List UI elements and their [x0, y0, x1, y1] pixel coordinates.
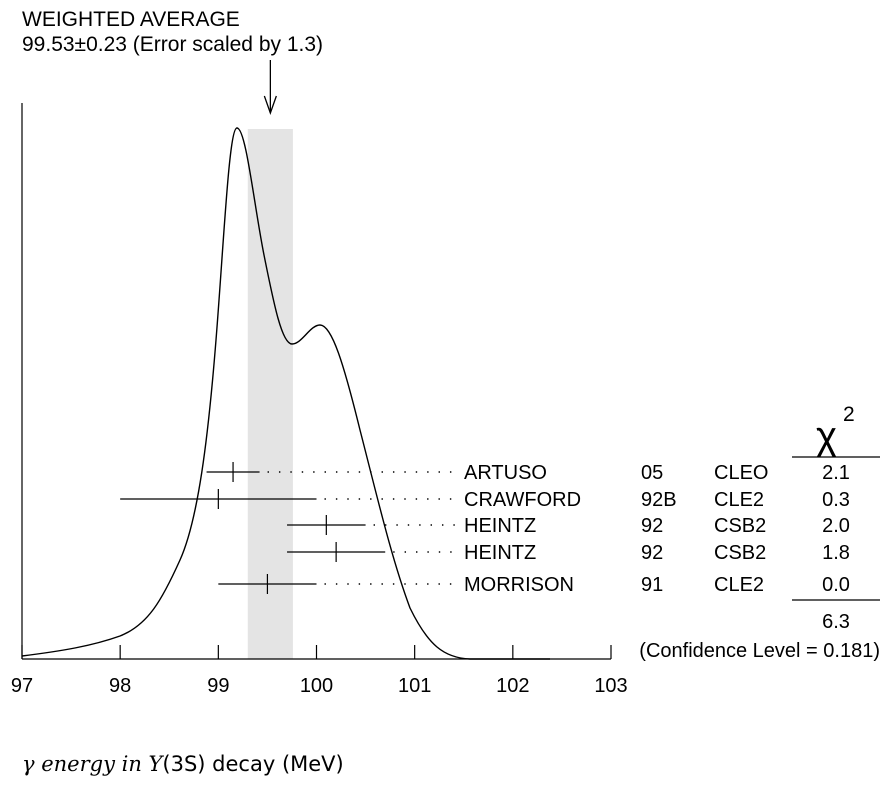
measurement-chi2: 2.0: [822, 515, 850, 537]
measurement-chi2: 0.3: [822, 489, 850, 511]
chart-title: WEIGHTED AVERAGE: [22, 8, 240, 31]
measurement-author: MORRISON: [464, 574, 574, 596]
measurement-chi2: 2.1: [822, 462, 850, 484]
measurement-year: 05: [641, 462, 663, 484]
measurement-experiment: CSB2: [714, 542, 766, 564]
x-tick-label: 102: [496, 675, 529, 697]
measurement-experiment: CLE2: [714, 489, 764, 511]
ideogram-curve: [21, 127, 550, 660]
x-axis-title-gamma: γ energy in: [22, 752, 149, 776]
confidence-level: (Confidence Level = 0.181): [639, 640, 880, 662]
measurement-author: HEINTZ: [464, 515, 536, 537]
measurement-author: CRAWFORD: [464, 489, 581, 511]
x-tick-label: 98: [109, 675, 131, 697]
measurement-author: HEINTZ: [464, 542, 536, 564]
weighted-average-band: [247, 129, 293, 659]
measurement-author: ARTUSO: [464, 462, 547, 484]
measurement-year: 92: [641, 542, 663, 564]
x-tick-label: 97: [11, 675, 33, 697]
measurement-experiment: CSB2: [714, 515, 766, 537]
measurement-chi2: 0.0: [822, 574, 850, 596]
measurement-row: CRAWFORD 92B CLE2 0.3: [120, 489, 850, 511]
x-axis-ticks: 97 98 99 100 101 102 103: [11, 645, 628, 697]
measurement-row: MORRISON 91 CLE2 0.0: [218, 574, 850, 596]
measurement-year: 92: [641, 515, 663, 537]
measurement-row: HEINTZ 92 CSB2 2.0: [287, 515, 850, 537]
measurement-year: 92B: [641, 489, 677, 511]
x-axis-title: γ energy in Υ(3S) decay (MeV): [22, 752, 344, 776]
measurement-year: 91: [641, 574, 663, 596]
chi2-header-superscript: 2: [843, 403, 855, 426]
measurement-row: HEINTZ 92 CSB2 1.8: [287, 542, 850, 564]
weighted-average-arrow: [263, 60, 277, 115]
x-tick-label: 103: [594, 675, 627, 697]
x-axis-title-rest: (3S) decay (MeV): [162, 752, 344, 776]
chart-subtitle: 99.53±0.23 (Error scaled by 1.3): [22, 33, 323, 56]
measurement-row: ARTUSO 05 CLEO 2.1: [206, 462, 850, 484]
measurement-experiment: CLE2: [714, 574, 764, 596]
chi2-header: χ: [816, 414, 837, 458]
measurement-experiment: CLEO: [714, 462, 768, 484]
x-tick-label: 100: [300, 675, 333, 697]
x-tick-label: 99: [207, 675, 229, 697]
measurements-group: ARTUSO 05 CLEO 2.1 CRAWFORD 92B CLE2 0.3 HEINTZ 9…: [120, 462, 850, 596]
measurement-chi2: 1.8: [822, 542, 850, 564]
chi2-total: 6.3: [822, 611, 850, 633]
x-axis-title-upsilon: Υ: [148, 752, 163, 776]
x-tick-label: 101: [398, 675, 431, 697]
